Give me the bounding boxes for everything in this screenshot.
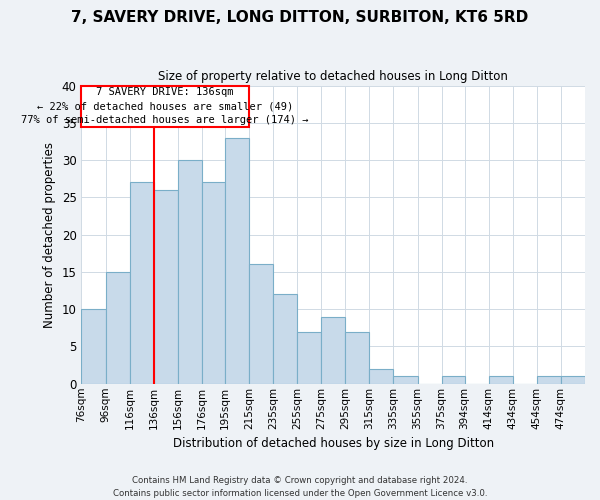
Bar [442, 376, 464, 384]
Bar [130, 182, 154, 384]
Bar [82, 309, 106, 384]
Bar [273, 294, 297, 384]
Bar [537, 376, 561, 384]
Bar [370, 369, 394, 384]
Bar [106, 272, 130, 384]
Bar [488, 376, 513, 384]
Bar [154, 190, 178, 384]
Bar [249, 264, 273, 384]
Y-axis label: Number of detached properties: Number of detached properties [43, 142, 56, 328]
Text: 7, SAVERY DRIVE, LONG DITTON, SURBITON, KT6 5RD: 7, SAVERY DRIVE, LONG DITTON, SURBITON, … [71, 10, 529, 25]
Bar [394, 376, 418, 384]
Bar [345, 332, 370, 384]
Bar [202, 182, 225, 384]
Title: Size of property relative to detached houses in Long Ditton: Size of property relative to detached ho… [158, 70, 508, 83]
Bar [178, 160, 202, 384]
X-axis label: Distribution of detached houses by size in Long Ditton: Distribution of detached houses by size … [173, 437, 494, 450]
Text: Contains HM Land Registry data © Crown copyright and database right 2024.
Contai: Contains HM Land Registry data © Crown c… [113, 476, 487, 498]
Bar [561, 376, 585, 384]
Bar [225, 138, 249, 384]
Text: 7 SAVERY DRIVE: 136sqm
← 22% of detached houses are smaller (49)
77% of semi-det: 7 SAVERY DRIVE: 136sqm ← 22% of detached… [22, 87, 309, 125]
Bar [297, 332, 321, 384]
Bar [321, 316, 345, 384]
Bar [82, 86, 249, 126]
